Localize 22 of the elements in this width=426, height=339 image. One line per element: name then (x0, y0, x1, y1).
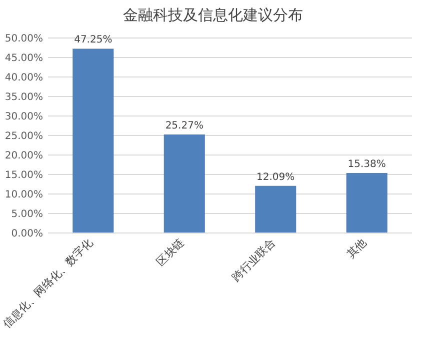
y-tick-label: 45.00% (4, 53, 43, 64)
y-tick-label: 30.00% (4, 112, 43, 122)
y-tick-label: 10.00% (4, 190, 43, 200)
bar (346, 173, 388, 233)
bar (72, 48, 114, 233)
y-tick-label: 35.00% (4, 92, 43, 103)
y-tick-label: 50.00% (4, 34, 43, 44)
y-tick-label: 15.00% (4, 170, 43, 181)
bar (164, 134, 205, 233)
data-label: 15.38% (348, 159, 386, 170)
x-tick-label: 其他 (344, 236, 369, 261)
x-tick-label: 跨行业联合 (230, 236, 278, 284)
data-label: 47.25% (74, 34, 112, 46)
bar (255, 186, 296, 233)
y-tick-label: 25.00% (4, 131, 43, 142)
x-tick-label: 区块链 (154, 236, 187, 268)
chart-title: 金融科技及信息化建议分布 (123, 6, 303, 24)
y-tick-label: 5.00% (11, 209, 43, 220)
y-tick-label: 40.00% (4, 72, 43, 84)
y-tick-label: 20.00% (4, 150, 43, 162)
data-label: 25.27% (165, 120, 204, 132)
data-label: 12.09% (256, 172, 295, 183)
